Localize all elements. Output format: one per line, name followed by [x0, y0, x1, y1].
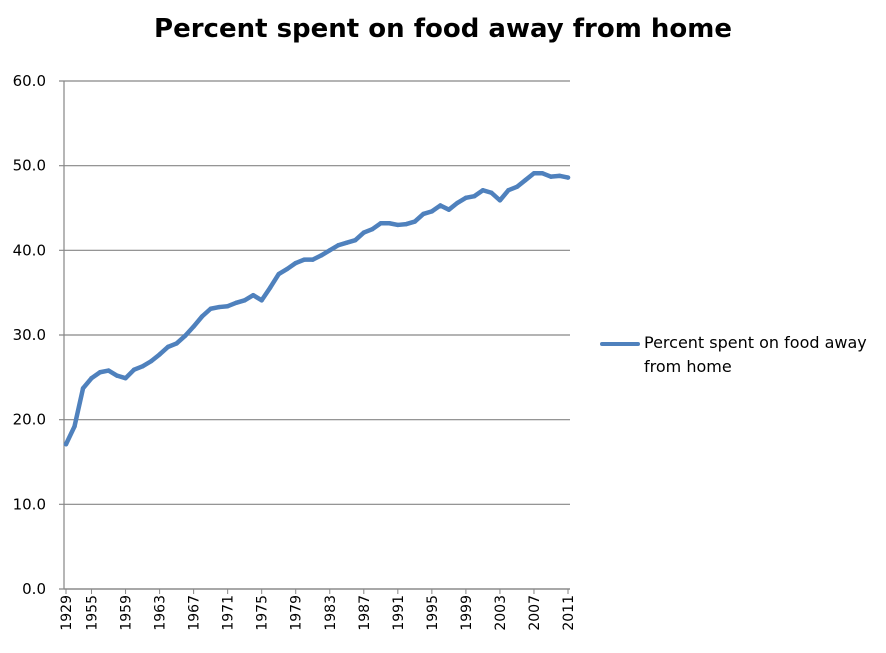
data-point [429, 209, 435, 214]
x-tick-label: 2007 [527, 595, 543, 631]
data-point [268, 285, 273, 290]
data-point [514, 184, 520, 190]
data-point [140, 364, 145, 369]
data-point [319, 253, 324, 258]
data-point [97, 370, 103, 375]
data-point [336, 243, 341, 248]
data-point [114, 373, 120, 378]
data-point [225, 304, 230, 309]
series-line [63, 171, 571, 447]
y-tick-label: 0.0 [22, 580, 46, 598]
data-point [455, 200, 460, 206]
data-point [497, 198, 503, 203]
data-point [531, 171, 537, 176]
data-point [216, 304, 222, 310]
data-point [123, 375, 128, 381]
legend-swatch [600, 342, 640, 346]
x-tick-label: 1959 [119, 595, 135, 631]
x-tick-label: 1979 [289, 595, 305, 631]
x-tick-label: 1991 [391, 595, 407, 631]
y-tick-label: 50.0 [13, 157, 46, 175]
x-tick-label: 1955 [85, 595, 101, 631]
x-tick-label: 2003 [493, 595, 509, 631]
data-point [438, 203, 443, 208]
y-tick-label: 20.0 [13, 411, 46, 429]
data-point [463, 195, 469, 201]
data-point [489, 190, 494, 195]
data-point [506, 188, 511, 193]
x-tick-labels: 1929 1955 1959 1963 1967 1971 1975 1979 1983 1987… [59, 589, 577, 631]
x-tick-label: 1971 [221, 595, 237, 631]
data-point [327, 248, 332, 253]
series-layer [63, 171, 571, 447]
data-point [106, 368, 111, 373]
x-tick-label: 1963 [153, 595, 169, 631]
x-tick-label: 1975 [255, 595, 271, 631]
x-tick-label: 1999 [459, 595, 475, 631]
y-tick-labels: 0.0 10.0 20.0 30.0 40.0 50.0 60.0 [13, 72, 46, 598]
data-point [242, 298, 247, 303]
data-point [191, 324, 196, 329]
x-tick-label: 1929 [59, 595, 75, 631]
data-point [259, 298, 264, 303]
data-point [276, 271, 281, 277]
data-point [80, 386, 86, 391]
data-point [208, 306, 213, 311]
data-point [131, 367, 137, 372]
x-tick-label: 1995 [425, 595, 441, 631]
grid-lines [59, 80, 570, 590]
axes [63, 81, 570, 590]
y-tick-label: 30.0 [13, 326, 46, 344]
x-tick-label: 1983 [323, 595, 339, 631]
data-point [404, 221, 409, 227]
data-point [199, 314, 205, 319]
data-point [293, 260, 298, 266]
data-point [378, 221, 384, 226]
data-point [148, 359, 154, 364]
x-tick-label: 1967 [187, 595, 203, 631]
data-point [233, 300, 239, 306]
data-point [480, 188, 486, 193]
data-point [72, 424, 77, 429]
x-tick-label: 1987 [357, 595, 373, 631]
data-point [548, 174, 554, 179]
data-point [412, 219, 418, 224]
data-point [361, 230, 366, 235]
data-point [63, 442, 69, 447]
data-point [157, 352, 162, 357]
data-point [344, 240, 349, 245]
data-point [370, 226, 375, 232]
data-point [523, 177, 528, 183]
data-point [182, 333, 188, 339]
y-tick-label: 60.0 [13, 72, 46, 90]
data-point [446, 207, 452, 212]
data-point [285, 266, 290, 272]
y-tick-label: 40.0 [13, 241, 46, 259]
data-point [472, 193, 477, 199]
data-point [353, 237, 358, 243]
data-point [302, 257, 307, 262]
data-point [421, 211, 426, 217]
data-point [387, 221, 392, 226]
data-point [310, 257, 315, 262]
data-point [89, 375, 94, 381]
data-point [165, 344, 171, 350]
x-tick-label: 2011 [561, 595, 577, 631]
data-point [174, 341, 179, 346]
data-point [557, 173, 562, 179]
data-point [565, 175, 571, 180]
legend-label: Percent spent on food away from home [644, 333, 867, 376]
data-point [540, 171, 545, 176]
y-tick-label: 10.0 [13, 495, 46, 513]
data-point [395, 222, 401, 228]
chart-title: Percent spent on food away from home [154, 14, 732, 44]
data-point [250, 293, 256, 298]
